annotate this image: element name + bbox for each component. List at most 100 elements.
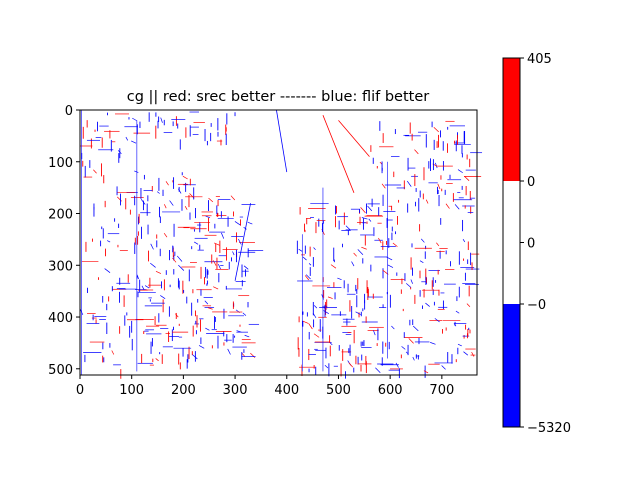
edge-pixel [361, 246, 367, 250]
colorbar: 405 0 0 −0 −5320 [502, 52, 571, 436]
edge-pixel [421, 238, 425, 243]
edge-pixel [454, 323, 457, 327]
edge-pixel [437, 183, 441, 190]
colorbar-segment [503, 304, 520, 427]
edge-pixel [471, 351, 475, 357]
edge-pixel [136, 274, 139, 280]
edge-pixel [230, 195, 236, 201]
colorbar-tick-label: 0 [527, 237, 535, 252]
edge-pixel [322, 115, 355, 193]
colorbar-tick-label: −0 [527, 298, 546, 313]
edge-pixel [205, 327, 210, 331]
edge-pixel [243, 227, 247, 230]
edge-pixel [313, 247, 316, 251]
edge-pixel [406, 283, 412, 288]
edge-pixel [313, 333, 320, 338]
y-tick-label: 0 [65, 104, 73, 119]
edge-pixel [176, 255, 183, 262]
edge-pixel [457, 343, 462, 347]
edge-pixel [455, 310, 460, 314]
edge-pixel [234, 221, 241, 226]
edge-pixel [414, 149, 419, 155]
edge-pixel [345, 225, 351, 231]
plot-background [80, 110, 477, 375]
y-tick-label: 300 [48, 259, 73, 274]
colorbar-tick-label: 405 [527, 52, 552, 67]
edge-pixel [232, 251, 235, 256]
edge-pixel [436, 242, 440, 247]
edge-pixel [412, 325, 419, 332]
edge-pixel [434, 318, 440, 323]
y-axis: 0 100 200 300 400 500 [48, 104, 80, 378]
edge-pixel [160, 117, 163, 123]
edge-pixel [395, 362, 399, 368]
edge-pixel [218, 264, 221, 270]
edge-pixel [381, 183, 386, 189]
edge-pixel [117, 150, 122, 154]
edge-pixel [125, 136, 129, 141]
edge-pixel [312, 312, 317, 319]
x-tick-label: 300 [223, 383, 248, 398]
edge-pixel [238, 238, 242, 245]
edge-pixel [131, 140, 137, 144]
edge-pixel [104, 268, 111, 273]
x-tick-label: 400 [274, 383, 299, 398]
edge-pixel [330, 264, 337, 269]
edge-pixel [141, 285, 145, 290]
edge-pixel [227, 348, 231, 355]
edge-pixel [214, 242, 220, 246]
edge-pixel [419, 260, 424, 264]
edge-pixel [178, 264, 185, 271]
edge-pixel [243, 265, 249, 270]
edge-pixel [327, 296, 333, 299]
edge-pixel [373, 330, 376, 336]
x-tick-label: 500 [326, 383, 351, 398]
edge-pixel [401, 346, 406, 350]
edge-pixel [454, 204, 460, 210]
edge-pixel [463, 351, 469, 356]
edge-pixel [150, 243, 154, 250]
edge-pixel [391, 325, 395, 330]
edge-pixel [410, 279, 413, 284]
edge-pixel [160, 295, 166, 300]
edge-pixel [204, 300, 209, 305]
edge-pixel [156, 191, 160, 194]
edge-pixel [308, 263, 312, 266]
edge-pixel [392, 242, 398, 247]
edge-pixel [466, 303, 471, 307]
edge-pixel [193, 241, 199, 245]
edge-pixel [134, 170, 139, 173]
edge-pixel [361, 217, 368, 220]
edge-pixel [244, 334, 250, 338]
edge-pixel [323, 310, 330, 314]
edge-pixel [276, 109, 288, 173]
edge-pixel [378, 237, 382, 244]
edge-pixel [464, 176, 470, 181]
edge-pixel [305, 274, 311, 280]
edge-pixel [182, 175, 188, 180]
x-tick-label: 600 [378, 383, 403, 398]
edge-pixel [155, 270, 162, 274]
edge-pixel [234, 203, 251, 281]
edge-pixel [205, 215, 211, 219]
edge-pixel [302, 320, 309, 324]
edge-pixel [425, 302, 430, 307]
edge-pixel [111, 350, 115, 355]
edge-pixel [304, 275, 310, 281]
edge-pixel [93, 169, 97, 174]
colorbar-segment [503, 58, 520, 181]
colorbar-tick-label: 0 [527, 175, 535, 190]
edge-pixel [313, 305, 318, 309]
edge-pixel [457, 169, 463, 174]
chart-title: cg || red: srec better ------- blue: fli… [127, 89, 429, 105]
edge-pixel [445, 203, 450, 209]
edge-pixel [208, 197, 214, 203]
edge-pixel [106, 240, 111, 243]
edge-pixel [423, 370, 429, 374]
edge-pixel [408, 338, 414, 344]
edge-pixel [247, 221, 253, 225]
plot-frame [79, 109, 478, 376]
edge-pixel [207, 307, 213, 310]
edge-pixel [433, 127, 439, 133]
